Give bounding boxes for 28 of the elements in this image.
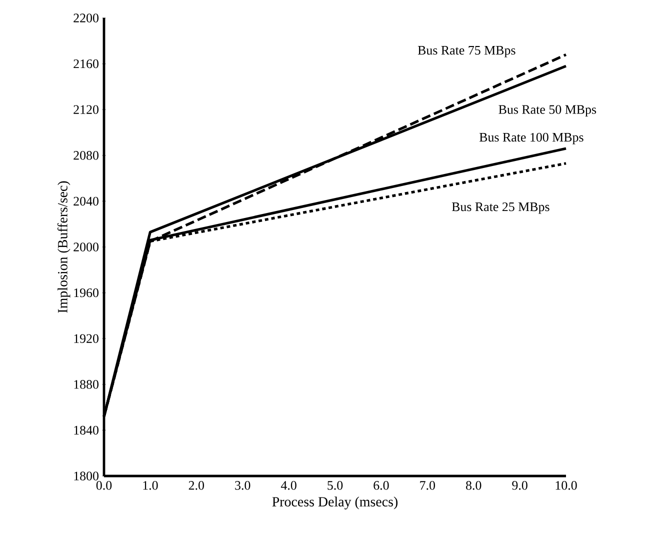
y-tick-label: 2120: [74, 105, 98, 114]
y-tick-label: 2200: [74, 14, 98, 22]
x-tick-label: 8.0: [466, 481, 482, 490]
x-tick-label: 0.0: [96, 481, 112, 490]
y-tick-label: 1920: [74, 334, 98, 343]
y-tick-label: 2080: [74, 151, 98, 160]
y-tick-label: 1960: [74, 288, 98, 298]
x-tick-label: 1.0: [143, 481, 158, 490]
y-tick-label: 2040: [74, 196, 98, 206]
x-tick-label: 2.0: [188, 481, 204, 490]
x-tick-label: 6.0: [374, 481, 389, 490]
y-tick-label: 2160: [74, 59, 98, 68]
y-tick-label: 1880: [74, 380, 98, 389]
series-label: Bus Rate 100 MBps: [479, 132, 584, 144]
x-tick-label: 10.0: [556, 481, 577, 490]
y-tick-label: 1800: [74, 472, 98, 480]
x-tick-label: 5.0: [328, 481, 343, 490]
x-tick-label: 9.0: [512, 481, 528, 490]
series-label: Bus Rate 75 MBps: [418, 46, 516, 58]
series-label: Bus Rate 25 MBps: [452, 202, 550, 214]
series-label: Bus Rate 50 MBps: [498, 105, 596, 117]
y-tick-label: 2000: [74, 242, 98, 252]
x-tick-label: 3.0: [235, 481, 250, 490]
y-tick-label: 1840: [74, 426, 98, 435]
x-axis-title: Process Delay (msecs): [272, 496, 398, 510]
x-tick-label: 4.0: [280, 481, 296, 490]
y-axis-title: Implosion (Buffers/sec): [57, 181, 70, 313]
x-tick-label: 7.0: [420, 481, 436, 490]
